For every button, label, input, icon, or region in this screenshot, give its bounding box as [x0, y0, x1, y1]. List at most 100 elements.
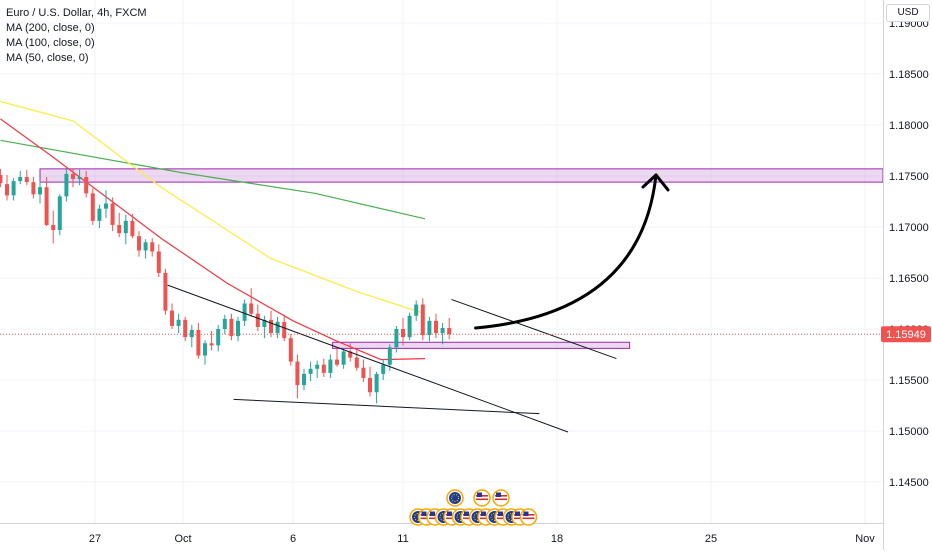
ma50-line [0, 118, 426, 361]
candle-up [440, 327, 445, 334]
x-tick-label: Nov [855, 533, 875, 545]
candle-down [368, 377, 372, 393]
us-canton [515, 511, 520, 516]
us-flag-icon[interactable] [492, 489, 510, 507]
candle-down [434, 320, 438, 334]
candle-up [414, 304, 419, 316]
us-canton [430, 511, 435, 516]
y-tick-label: 1.18500 [889, 69, 929, 81]
us-canton [496, 492, 501, 497]
candle-up [381, 364, 386, 374]
candle-up [104, 203, 108, 209]
x-tick-label: 18 [551, 533, 563, 545]
candle-down [156, 251, 161, 273]
zone-layer [39, 168, 884, 349]
eu-stars [451, 494, 459, 502]
candle-down [183, 319, 188, 338]
currency-label: USD [897, 7, 919, 18]
candle-down [269, 319, 273, 334]
candle-down [229, 318, 234, 337]
us-canton [421, 511, 427, 516]
legend-ma200[interactable]: MA (200, close, 0) [6, 22, 95, 34]
candle-up [38, 187, 42, 195]
y-tick-label: 1.18000 [889, 120, 929, 132]
candle-down [44, 187, 49, 225]
us-canton [498, 511, 503, 516]
candle-down [150, 242, 155, 252]
candle-up [302, 373, 306, 386]
candle-down [361, 367, 366, 378]
candle-down [321, 364, 326, 373]
us-canton [477, 492, 482, 497]
trendline [167, 284, 569, 433]
legend-ma100[interactable]: MA (100, close, 0) [6, 37, 95, 49]
candle-down [295, 361, 300, 386]
drawing-layer [0, 173, 883, 433]
grid-layer [0, 0, 883, 523]
candle-up [18, 177, 23, 182]
candle-up [275, 321, 280, 334]
candle-up [143, 242, 148, 251]
us-flag-icon[interactable] [519, 508, 538, 526]
us-flag-icon[interactable] [473, 489, 491, 507]
x-tick-label: 6 [290, 533, 296, 545]
trendline [233, 398, 540, 415]
candle-up [123, 220, 128, 234]
x-tick-label: 25 [705, 533, 717, 545]
us-stripe [522, 517, 535, 520]
candle-down [170, 310, 174, 326]
candle-up [315, 364, 320, 369]
legend-symbol-title[interactable]: Euro / U.S. Dollar, 4h, FXCM [6, 7, 147, 19]
ma200-line [0, 139, 426, 220]
candle-up [57, 196, 62, 231]
resistance-zone [39, 168, 884, 183]
candle-up [11, 181, 16, 196]
us-canton [464, 511, 469, 516]
y-tick-label: 1.17000 [889, 222, 929, 234]
candle-down [5, 184, 9, 196]
x-tick-label: 27 [89, 533, 101, 545]
candle-down [84, 177, 89, 194]
candle-down [288, 338, 293, 362]
candle-down [196, 330, 201, 356]
candle-down [31, 182, 36, 195]
y-tick-label: 1.16500 [889, 273, 929, 285]
candle-down [90, 193, 95, 221]
arrow-head [641, 173, 670, 192]
candle-up [236, 320, 240, 337]
candle-up [64, 173, 69, 197]
x-tick-label: Oct [174, 533, 191, 545]
y-tick-label: 1.14500 [889, 477, 929, 489]
candle-down [282, 321, 287, 339]
eu-flag-icon[interactable] [446, 489, 464, 507]
economic-events[interactable] [409, 489, 538, 526]
currency-selector[interactable]: USD [886, 4, 930, 22]
candle-up [394, 329, 399, 348]
candle-up [77, 177, 82, 180]
candle-up [387, 347, 392, 365]
candle-up [97, 208, 102, 221]
candle-down [0, 174, 3, 184]
candle-down [249, 303, 254, 314]
us-canton [523, 511, 529, 516]
trendline [451, 298, 617, 360]
candle-down [335, 359, 339, 365]
candle-layer [0, 167, 452, 404]
y-tick-label: 1.17500 [889, 171, 929, 183]
arrow-path [474, 173, 658, 330]
last-price-tag [881, 326, 931, 343]
candle-up [222, 318, 227, 329]
eu-flag-fill [449, 492, 461, 504]
candle-down [354, 357, 359, 368]
candle-down [348, 351, 353, 358]
candle-down [51, 224, 56, 231]
legend-ma50[interactable]: MA (50, close, 0) [6, 52, 89, 64]
us-canton [447, 511, 452, 516]
candle-down [137, 236, 141, 251]
moving-average-layer [0, 100, 426, 361]
candle-down [24, 177, 29, 183]
candle-down [420, 304, 425, 336]
